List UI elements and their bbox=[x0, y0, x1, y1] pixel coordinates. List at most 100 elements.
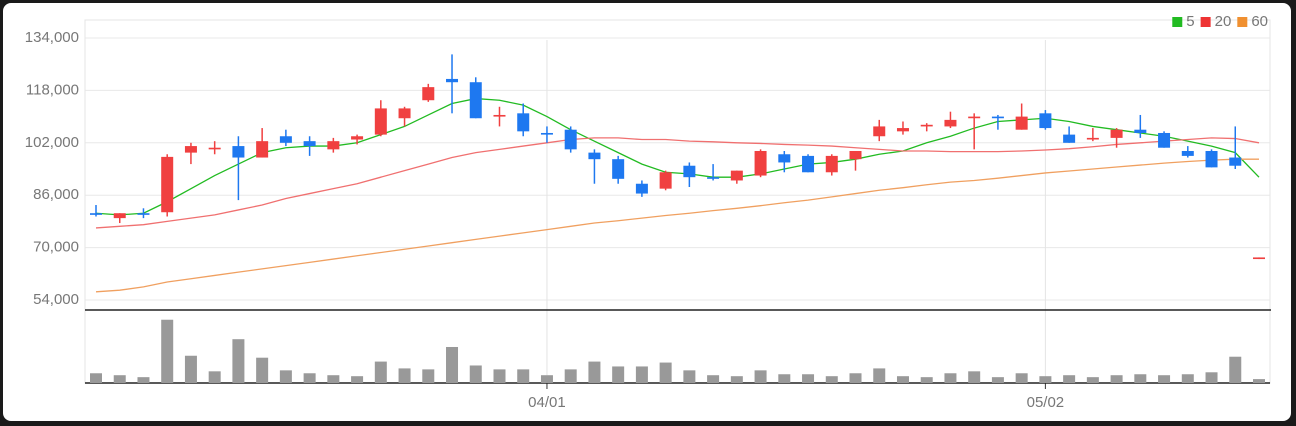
volume-bar bbox=[90, 373, 102, 383]
candle-body bbox=[90, 213, 102, 215]
candle-body bbox=[564, 129, 577, 150]
candle-body bbox=[635, 183, 648, 194]
candle-body bbox=[256, 141, 269, 158]
volume-bar bbox=[802, 374, 815, 383]
candle-body bbox=[184, 146, 197, 153]
volume-bar bbox=[896, 376, 909, 383]
volume-bar bbox=[754, 370, 767, 383]
candle-body bbox=[991, 116, 1004, 119]
volume-bar bbox=[944, 373, 957, 383]
candle-body bbox=[1039, 113, 1052, 129]
volume-bar bbox=[1110, 375, 1123, 383]
volume-bar bbox=[825, 376, 838, 383]
legend-swatch bbox=[1237, 17, 1248, 27]
candle-body bbox=[1253, 257, 1265, 260]
candle-body bbox=[1229, 157, 1242, 166]
legend-swatch bbox=[1172, 17, 1183, 27]
y-tick-label: 102,000 bbox=[25, 134, 79, 151]
volume-bar bbox=[161, 319, 174, 383]
candle-body bbox=[374, 108, 387, 135]
volume-bar bbox=[564, 369, 577, 383]
legend-label: 60 bbox=[1251, 13, 1268, 30]
x-tick-label: 05/02 bbox=[1027, 394, 1065, 411]
volume-bar bbox=[1063, 375, 1076, 383]
candle-body bbox=[1181, 150, 1194, 156]
volume-bar bbox=[351, 376, 364, 383]
volume-bar bbox=[469, 365, 482, 383]
candle-body bbox=[588, 152, 601, 160]
candle-body bbox=[754, 150, 767, 176]
volume-bar bbox=[635, 366, 648, 383]
volume-bar bbox=[1158, 375, 1171, 383]
candle-body bbox=[232, 146, 245, 158]
ma-line bbox=[95, 97, 1260, 216]
candle-body bbox=[540, 132, 553, 135]
candle-body bbox=[1110, 129, 1123, 138]
candle-body bbox=[422, 87, 435, 101]
candle-body bbox=[1063, 134, 1076, 143]
volume-bar bbox=[422, 369, 435, 383]
candle-body bbox=[303, 141, 316, 147]
volume-bar bbox=[1134, 374, 1147, 383]
candle-body bbox=[161, 156, 174, 213]
x-tick-label: 04/01 bbox=[528, 394, 566, 411]
volume-bar bbox=[968, 371, 981, 383]
volume-bar bbox=[279, 370, 292, 383]
volume-bar bbox=[232, 339, 245, 383]
candle-body bbox=[1086, 137, 1099, 140]
volume-bar bbox=[683, 370, 696, 383]
candle-body bbox=[730, 170, 743, 181]
volume-bar bbox=[920, 377, 933, 383]
candle-body bbox=[1205, 150, 1218, 168]
candle-body bbox=[612, 159, 625, 179]
candle-body bbox=[1015, 116, 1028, 130]
volume-bar bbox=[849, 373, 862, 383]
legend-label: 20 bbox=[1215, 13, 1232, 30]
volume-bar bbox=[517, 369, 530, 383]
candle-body bbox=[944, 119, 957, 127]
volume-bar bbox=[873, 368, 886, 383]
legend-label: 5 bbox=[1186, 13, 1194, 30]
candle-body bbox=[398, 108, 411, 119]
candle-body bbox=[659, 172, 672, 189]
candle-body bbox=[896, 128, 909, 132]
volume-bar bbox=[208, 371, 221, 383]
volume-bar bbox=[1229, 356, 1242, 383]
candle-body bbox=[469, 82, 482, 119]
candle-body bbox=[849, 150, 862, 160]
candle-body bbox=[968, 116, 981, 119]
y-tick-label: 134,000 bbox=[25, 29, 79, 46]
volume-bar bbox=[446, 346, 459, 383]
volume-bar bbox=[1205, 372, 1218, 383]
volume-bar bbox=[1181, 374, 1194, 383]
volume-bar bbox=[303, 373, 316, 383]
candle-body bbox=[279, 136, 292, 143]
candle-body bbox=[327, 141, 340, 150]
candle-body bbox=[1134, 129, 1147, 133]
y-tick-label: 118,000 bbox=[26, 81, 79, 98]
candle-body bbox=[920, 124, 933, 127]
y-tick-label: 86,000 bbox=[33, 186, 79, 203]
volume-bar bbox=[184, 355, 197, 383]
candle-body bbox=[707, 177, 720, 179]
volume-bar bbox=[1086, 377, 1099, 383]
plot-border bbox=[84, 19, 1271, 384]
candle-body bbox=[351, 136, 364, 140]
volume-bar bbox=[1015, 373, 1028, 383]
candle-body bbox=[137, 213, 150, 215]
candle-body bbox=[517, 113, 530, 132]
ma-line bbox=[95, 137, 1260, 229]
volume-bar bbox=[612, 366, 625, 383]
volume-bar bbox=[1039, 376, 1052, 383]
volume-bar bbox=[588, 361, 601, 383]
volume-bar bbox=[540, 375, 553, 383]
candle-body bbox=[113, 213, 126, 219]
ma-line bbox=[95, 158, 1259, 293]
candle-body bbox=[1158, 132, 1171, 148]
candle-body bbox=[873, 126, 886, 137]
volume-bar bbox=[991, 377, 1004, 383]
frame bbox=[3, 3, 1291, 421]
volume-bar bbox=[113, 375, 126, 383]
volume-bar bbox=[1253, 379, 1265, 383]
